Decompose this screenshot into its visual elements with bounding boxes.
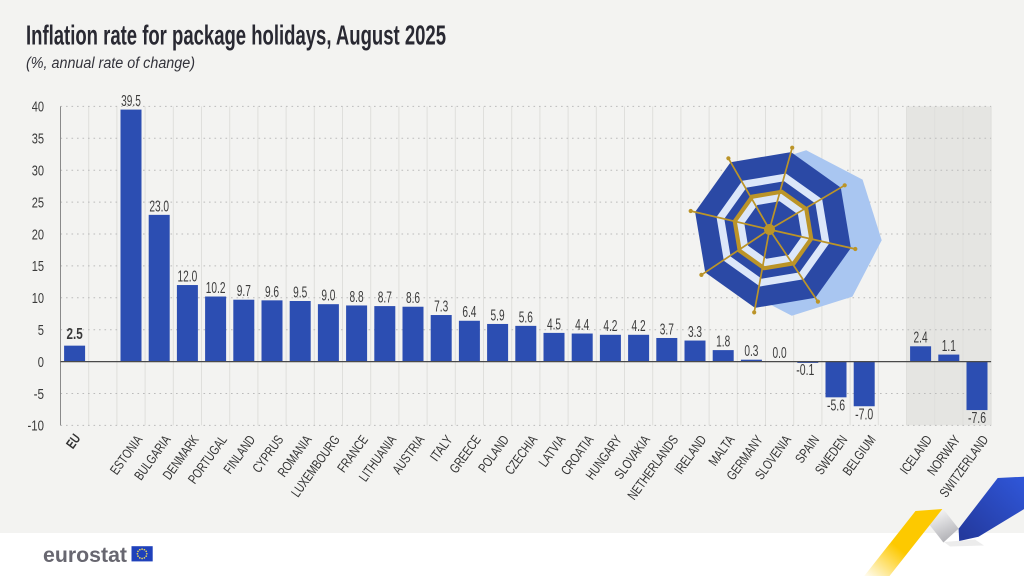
svg-text:4.2: 4.2 [632,318,646,335]
svg-text:35: 35 [32,131,44,148]
svg-text:10.2: 10.2 [206,280,226,297]
svg-text:3.7: 3.7 [660,321,674,338]
svg-text:4.4: 4.4 [575,317,589,334]
svg-text:8.8: 8.8 [350,289,364,306]
svg-text:5.6: 5.6 [519,309,533,326]
svg-text:23.0: 23.0 [149,198,169,215]
svg-text:39.5: 39.5 [121,93,141,110]
svg-text:(%, annual rate of change): (%, annual rate of change) [26,55,195,72]
svg-text:9.5: 9.5 [293,284,307,301]
svg-text:eurostat: eurostat [43,543,127,567]
svg-text:1.8: 1.8 [716,334,730,351]
svg-text:0: 0 [38,354,44,371]
svg-text:9.7: 9.7 [237,283,251,300]
svg-text:8.6: 8.6 [406,290,420,307]
svg-text:9.0: 9.0 [321,288,335,305]
svg-text:12.0: 12.0 [178,268,198,285]
svg-text:8.7: 8.7 [378,290,392,307]
svg-text:-10: -10 [28,418,45,435]
svg-text:-5.6: -5.6 [827,397,845,414]
svg-text:25: 25 [32,194,44,211]
svg-text:-7.0: -7.0 [855,406,873,423]
svg-text:2.4: 2.4 [914,330,928,347]
svg-text:30: 30 [32,163,44,180]
svg-text:6.4: 6.4 [462,304,476,321]
svg-text:5.9: 5.9 [491,307,505,324]
svg-text:Inflation rate for package hol: Inflation rate for package holidays, Aug… [26,20,446,51]
svg-text:15: 15 [32,258,44,275]
svg-text:2.5: 2.5 [67,326,83,343]
svg-text:9.6: 9.6 [265,284,279,301]
svg-text:10: 10 [32,290,44,307]
svg-text:7.3: 7.3 [434,298,448,315]
svg-text:-7.6: -7.6 [968,410,986,427]
svg-text:4.2: 4.2 [603,318,617,335]
svg-text:40: 40 [32,99,44,116]
svg-text:-5: -5 [34,386,44,403]
svg-text:3.3: 3.3 [688,324,702,341]
svg-text:20: 20 [32,226,44,243]
svg-text:0.3: 0.3 [744,343,758,360]
svg-text:5: 5 [38,322,44,339]
svg-text:-0.1: -0.1 [796,362,814,379]
svg-text:4.5: 4.5 [547,316,561,333]
svg-text:0.0: 0.0 [773,345,787,362]
svg-text:1.1: 1.1 [942,338,956,355]
